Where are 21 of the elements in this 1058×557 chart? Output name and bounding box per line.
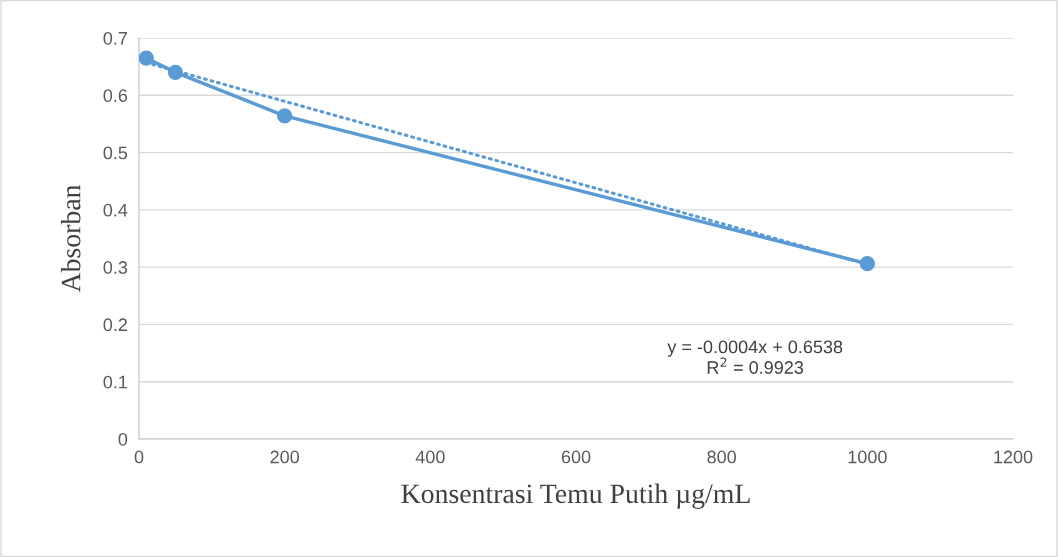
x-tick-label: 800 bbox=[707, 450, 737, 464]
y-tick-label: 0.2 bbox=[103, 318, 127, 332]
x-tick-label: 200 bbox=[270, 450, 300, 464]
x-tick-label: 1200 bbox=[994, 450, 1033, 464]
x-tick-label: 600 bbox=[561, 450, 591, 464]
point bbox=[139, 50, 154, 66]
y-tick-label: 0.1 bbox=[103, 375, 128, 389]
y-tick-label: 0.7 bbox=[103, 31, 127, 45]
y-axis-title: Absorban bbox=[60, 184, 81, 293]
y-tick-label: 0.6 bbox=[103, 89, 128, 103]
y-tick-label: 0.3 bbox=[103, 261, 128, 274]
point bbox=[277, 108, 293, 124]
y-tick-label: 0.5 bbox=[103, 146, 128, 160]
point bbox=[859, 256, 875, 272]
y-tick-label: 0 bbox=[118, 432, 128, 446]
y-tick-label: 0.4 bbox=[103, 203, 128, 217]
x-tick-label: 0 bbox=[134, 450, 144, 464]
x-tick-label: 1000 bbox=[848, 450, 887, 464]
x-axis-title: Konsentrasi Temu Putih µg/mL bbox=[401, 483, 750, 509]
x-tick-label: 400 bbox=[415, 450, 445, 464]
annotation: y = -0.0004x + 0.6538 R$^{2}$ = 0.9923 bbox=[667, 340, 843, 374]
